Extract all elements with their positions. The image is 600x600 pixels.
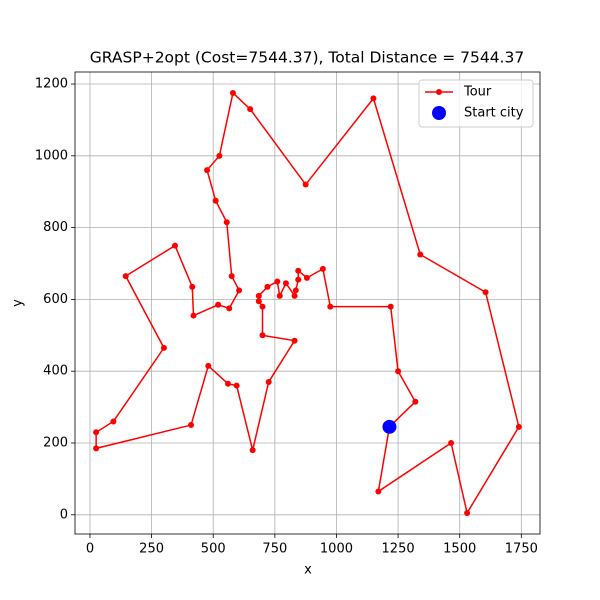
tour-point <box>265 378 272 385</box>
tour-point <box>291 292 298 299</box>
tour-point <box>190 312 197 319</box>
tour-point <box>295 267 302 274</box>
tour-point <box>264 283 271 290</box>
tour-point <box>204 167 211 174</box>
y-tick-label: 600 <box>43 292 68 307</box>
x-tick-label: 250 <box>139 542 164 557</box>
tour-point <box>375 488 382 495</box>
tour-point <box>515 423 522 430</box>
tour-point <box>226 305 233 312</box>
tour-point <box>482 289 489 296</box>
tour-point <box>189 283 196 290</box>
tour-point <box>215 301 222 308</box>
x-tick-label: 1000 <box>320 542 353 557</box>
tour-point <box>160 344 167 351</box>
tour-point <box>282 280 289 287</box>
tour-point <box>291 337 298 344</box>
tour-point <box>249 447 256 454</box>
tour-point <box>276 292 283 299</box>
tour-point <box>172 242 179 249</box>
y-tick-label: 800 <box>43 220 68 235</box>
legend-label: Tour <box>463 85 492 100</box>
tour-point <box>387 303 394 310</box>
tour-point <box>236 287 243 294</box>
tour-point <box>229 90 236 96</box>
legend-marker <box>432 106 446 120</box>
tour-point <box>223 219 230 226</box>
tour-point <box>327 303 334 310</box>
tour-point <box>259 303 266 310</box>
tour-point <box>255 292 262 299</box>
tour-point <box>295 276 302 283</box>
tour-point <box>370 95 377 102</box>
x-tick-label: 1750 <box>505 542 538 557</box>
tour-point <box>188 422 195 429</box>
legend-label: Start city <box>464 106 524 121</box>
x-tick-label: 500 <box>201 542 226 557</box>
tour-point <box>228 273 235 280</box>
tour-point <box>93 429 100 436</box>
tour-point <box>292 287 299 294</box>
y-tick-label: 200 <box>43 436 68 451</box>
tour-point <box>212 197 219 204</box>
chart-title: GRASP+2opt (Cost=7544.37), Total Distanc… <box>90 49 524 67</box>
x-axis-label: x <box>304 563 312 578</box>
tour-point <box>303 274 310 281</box>
tour-point <box>319 265 326 272</box>
tour-point <box>205 362 212 369</box>
y-tick-label: 400 <box>43 364 68 379</box>
y-axis-label: y <box>11 299 26 307</box>
tour-point <box>464 510 471 516</box>
plot-frame <box>74 71 541 535</box>
tour-point <box>412 398 419 405</box>
start-city <box>382 419 397 434</box>
tour-point <box>122 273 129 280</box>
tour-point <box>259 332 266 339</box>
tour-point <box>255 298 262 305</box>
x-tick-label: 750 <box>262 542 287 557</box>
tour-point <box>110 418 117 425</box>
x-tick-label: 1250 <box>382 542 415 557</box>
x-tick-label: 1500 <box>443 542 476 557</box>
tour-point <box>216 152 223 159</box>
tour-point <box>395 368 402 375</box>
y-tick-label: 1200 <box>35 77 68 92</box>
tour-point <box>233 382 240 389</box>
x-tick-label: 0 <box>86 542 94 557</box>
tour-point <box>417 251 424 258</box>
tour-point <box>448 440 455 446</box>
y-tick-label: 1000 <box>35 148 68 163</box>
tour-point <box>274 278 281 285</box>
tour-point <box>247 106 254 113</box>
tour-point <box>93 445 100 452</box>
legend-marker <box>436 89 442 95</box>
y-tick-label: 0 <box>60 507 68 522</box>
tour-point <box>302 181 309 188</box>
tour-point <box>225 380 232 387</box>
